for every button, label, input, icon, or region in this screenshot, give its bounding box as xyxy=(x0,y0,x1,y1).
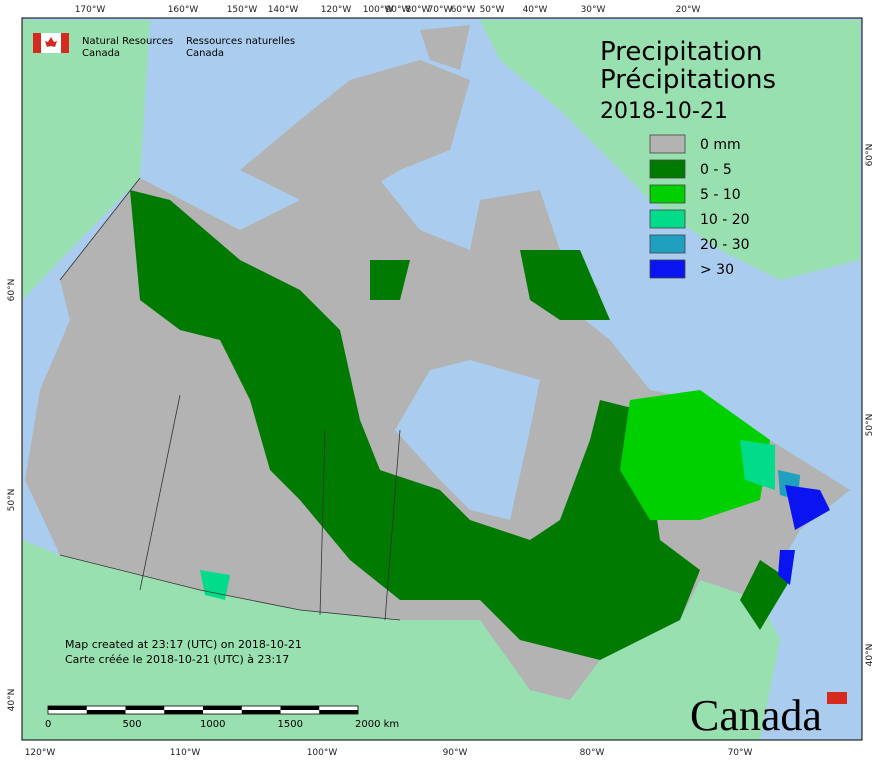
precip-over-30 xyxy=(778,485,830,585)
alaska xyxy=(22,20,150,300)
footer: Carte créée le 2018-10-21 (UTC) à 23:17 xyxy=(65,653,289,666)
latitude-label: 60°N xyxy=(865,144,875,167)
title: Précipitations xyxy=(600,65,776,95)
legend-swatch xyxy=(649,184,686,204)
precip-5-10 xyxy=(620,390,770,520)
legend-label: > 30 xyxy=(700,262,734,278)
longitude-label: 40°W xyxy=(523,5,548,15)
scale-segment xyxy=(164,710,203,714)
precip-0-5-islands xyxy=(370,250,790,630)
scale-label: 0 xyxy=(45,719,51,730)
longitude-label: 100°W xyxy=(363,5,394,15)
latitude-label: 50°N xyxy=(7,489,17,512)
graticule: 170°W 160°W 150°W 140°W 120°W 100°W90°W80°W70… xyxy=(7,5,875,758)
flag-bar xyxy=(33,33,41,53)
longitude-label: 170°W xyxy=(75,5,106,15)
arctic-islands xyxy=(240,25,600,320)
wordmark-flag xyxy=(827,692,847,704)
header-text: Ressources naturelles xyxy=(186,36,295,47)
scale-segment xyxy=(319,710,358,714)
longitude-label: 90°W xyxy=(443,748,468,758)
scale-label: 2000 km xyxy=(355,719,399,730)
scale-label: 1500 xyxy=(278,719,303,730)
longitude-label: 120°W xyxy=(321,5,352,15)
scale-segment xyxy=(48,706,87,710)
header-text: Canada xyxy=(82,48,120,59)
map-body xyxy=(22,18,862,740)
header-text: Canada xyxy=(186,48,224,59)
frame xyxy=(21,17,863,741)
longitude-label: 110°W xyxy=(170,748,201,758)
legend-label: 20 - 30 xyxy=(700,237,750,253)
latitude-label: 40°N xyxy=(7,689,17,712)
scale-segment xyxy=(280,706,320,710)
scale-segment xyxy=(203,706,242,710)
header-text: Natural Resources xyxy=(82,36,173,47)
header: Natural Resources Canada Ressources natu… xyxy=(33,33,295,59)
title-date: 2018-10-21 xyxy=(600,99,728,124)
longitude-label: 100°W xyxy=(307,748,338,758)
longitude-label: 30°W xyxy=(581,5,606,15)
longitude-label: 80°W xyxy=(580,748,605,758)
longitude-label: 90°W xyxy=(386,5,411,15)
longitude-label: 50°W xyxy=(480,5,505,15)
latitude-label: 50°N xyxy=(865,414,875,437)
legend-label: 0 mm xyxy=(700,137,741,153)
scale-label: 500 xyxy=(123,719,142,730)
legend-swatch xyxy=(649,159,686,179)
longitude-label: 20°W xyxy=(676,5,701,15)
flag-bar xyxy=(61,33,69,53)
legend-label: 5 - 10 xyxy=(700,187,741,203)
legend-swatch xyxy=(649,259,686,279)
borders xyxy=(59,177,401,621)
title: Precipitation xyxy=(600,37,763,67)
legend: 0 mm 0 - 5 5 - 10 10 - 20 20 - 30 > 30 xyxy=(649,134,750,279)
hudson-bay xyxy=(395,360,540,520)
longitude-label: 140°W xyxy=(268,5,299,15)
scale-segment xyxy=(125,706,165,710)
legend-label: 10 - 20 xyxy=(700,212,750,228)
longitude-label: 150°W xyxy=(227,5,258,15)
longitude-label: 70°W xyxy=(728,748,753,758)
maple-leaf xyxy=(45,37,57,47)
legend-swatch xyxy=(649,234,686,254)
longitude-label: 80°W xyxy=(406,5,431,15)
footer: Map created at 23:17 (UTC) on 2018-10-21 xyxy=(65,638,302,651)
longitude-label: 160°W xyxy=(168,5,199,15)
legend-label: 0 - 5 xyxy=(700,162,732,178)
scale-bar: 0 500 1000 1500 2000 km xyxy=(45,705,399,730)
longitude-label: 120°W xyxy=(25,748,56,758)
legend-swatch xyxy=(649,209,686,229)
longitude-label: 70°W xyxy=(428,5,453,15)
scale-label: 1000 xyxy=(200,719,225,730)
longitude-label: 60°W xyxy=(451,5,476,15)
scale-segment xyxy=(86,710,126,714)
precip-0-5 xyxy=(130,190,700,660)
scale-segment xyxy=(241,710,281,714)
latitude-label: 60°N xyxy=(7,279,17,302)
usa xyxy=(22,540,780,740)
latitude-label: 40°N xyxy=(865,644,875,667)
wordmark: Canada xyxy=(690,691,822,740)
legend-swatch xyxy=(649,134,686,154)
